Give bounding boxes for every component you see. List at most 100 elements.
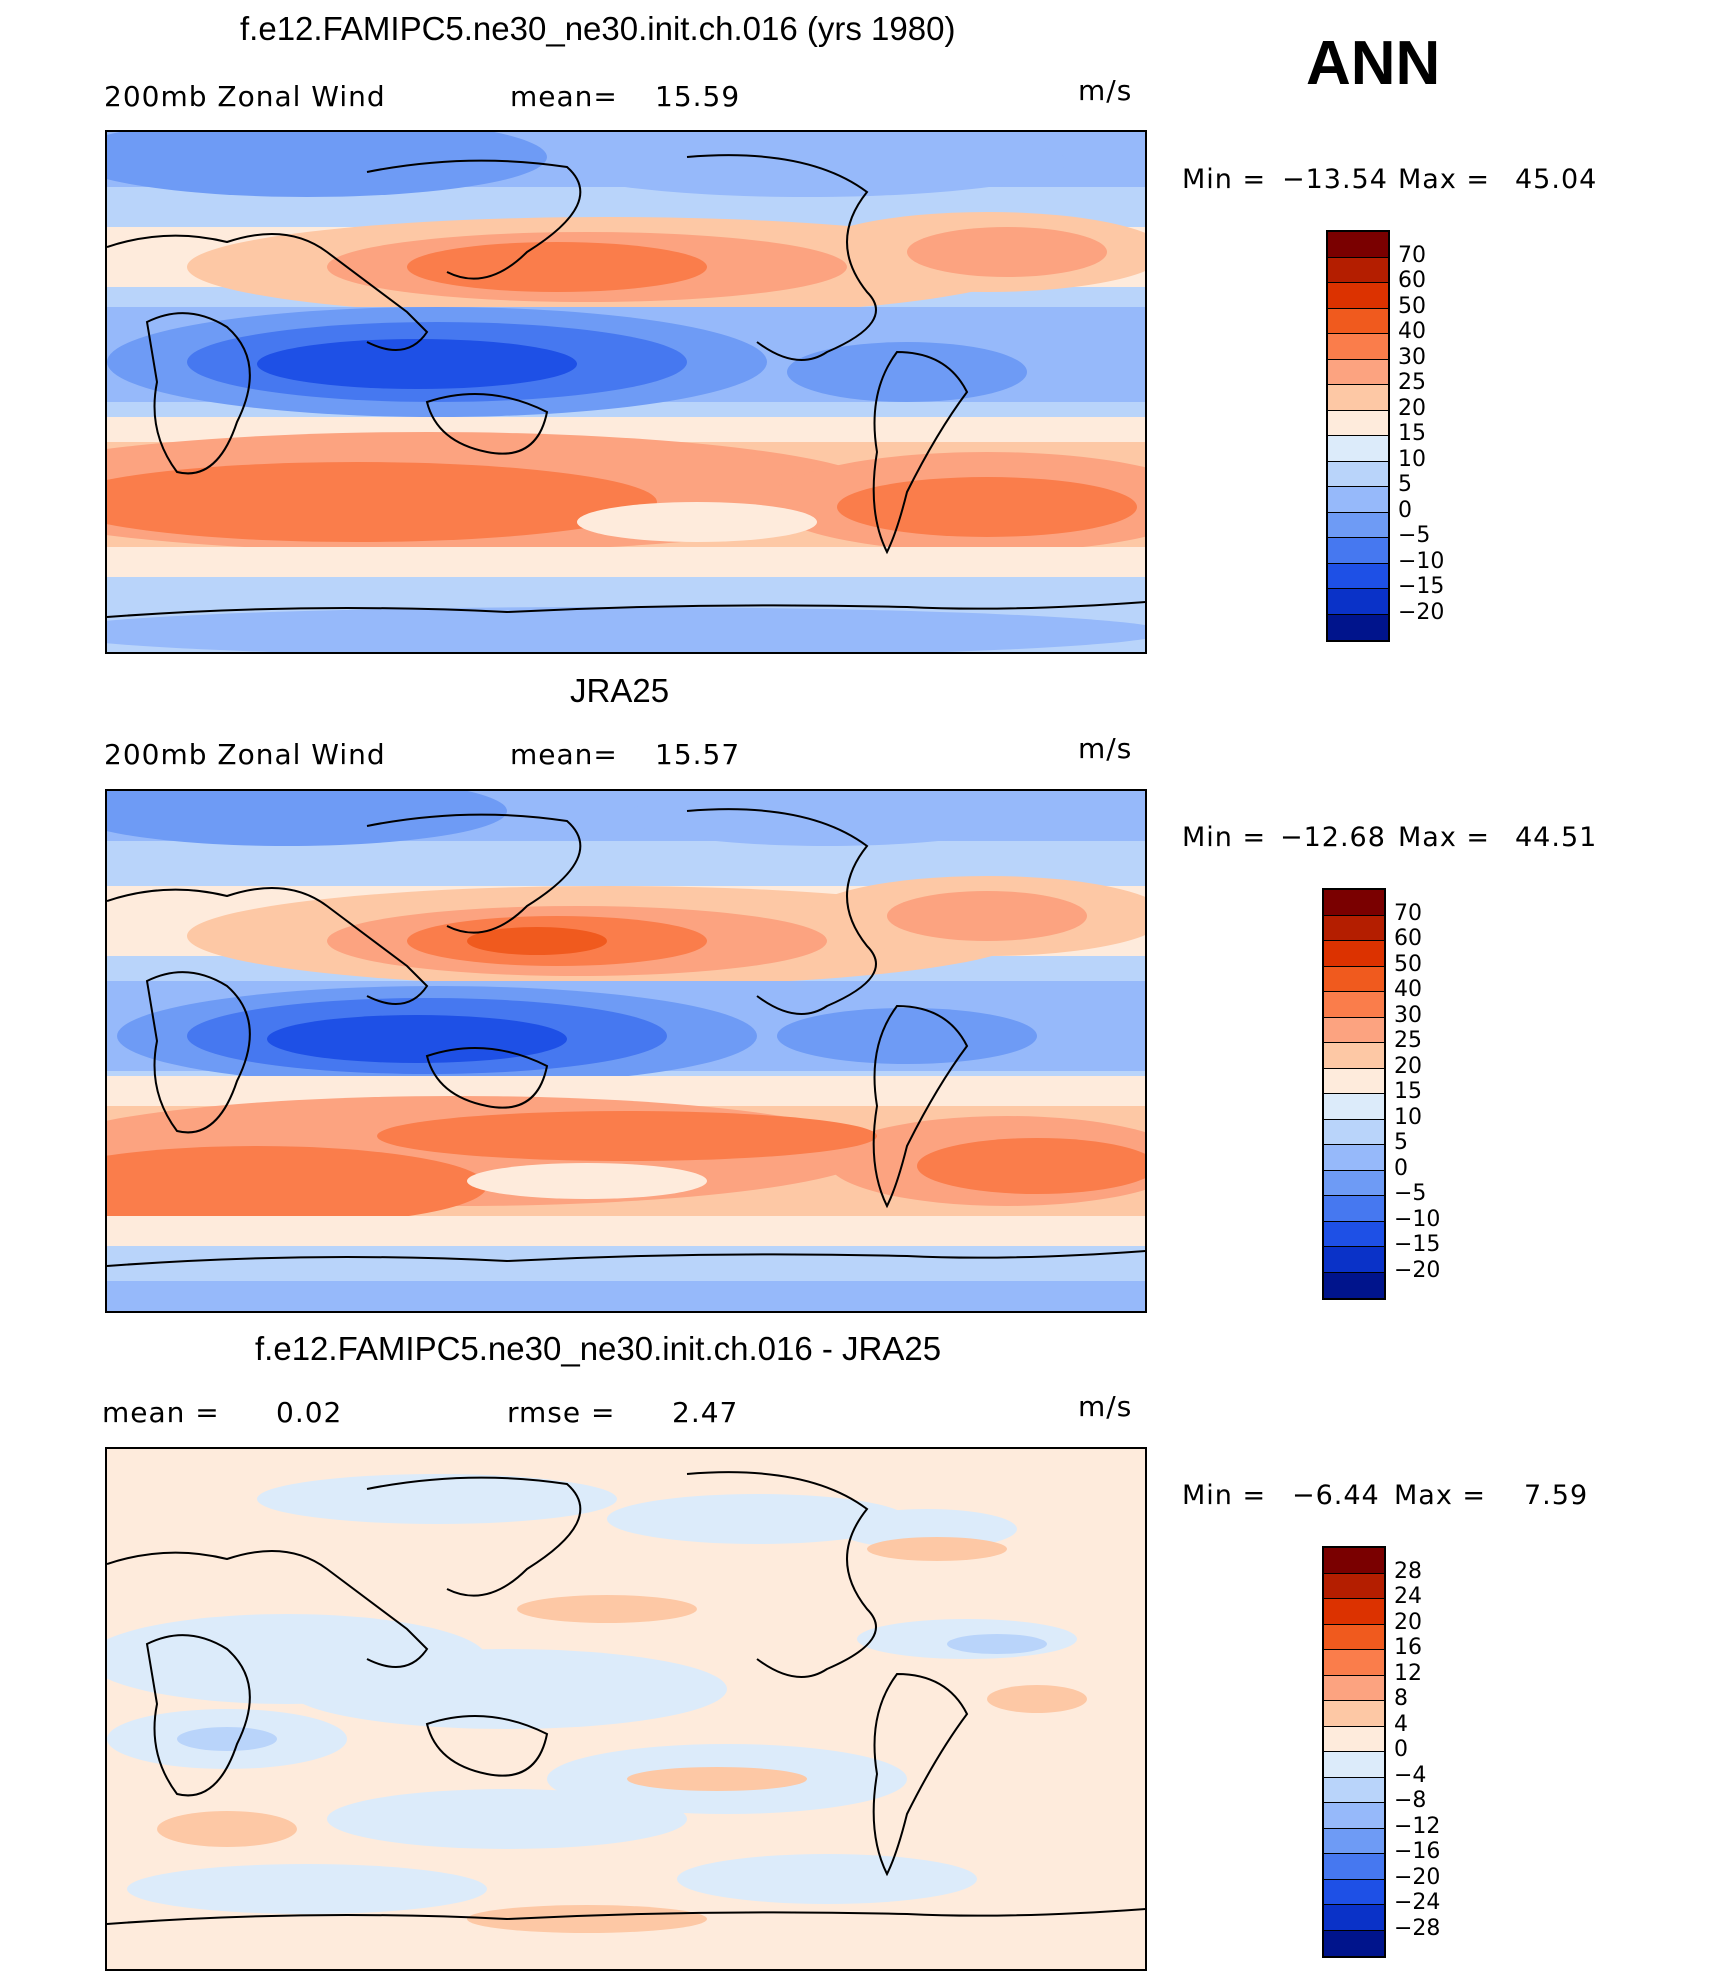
colorbar-swatch — [1324, 992, 1384, 1018]
colorbar-label: −4 — [1394, 1762, 1427, 1788]
colorbar-swatch — [1324, 1599, 1384, 1625]
panel2-coastlines — [107, 808, 1145, 1267]
colorbar-swatch — [1324, 1068, 1384, 1094]
colorbar-label: 12 — [1394, 1660, 1422, 1686]
colorbar-label: 70 — [1398, 242, 1426, 268]
season-title: ANN — [1306, 29, 1441, 98]
colorbar-label: 10 — [1398, 446, 1426, 472]
colorbar-swatch — [1324, 1043, 1384, 1069]
colorbar-label: −12 — [1394, 1813, 1441, 1839]
colorbar-label: 15 — [1394, 1079, 1422, 1104]
colorbar-swatch — [1324, 1905, 1384, 1931]
colorbar-label: 60 — [1398, 268, 1426, 293]
colorbar-label: 8 — [1394, 1686, 1408, 1711]
colorbar-swatch — [1324, 1828, 1384, 1854]
panel2-min-value: −12.68 — [1280, 822, 1386, 853]
colorbar-swatch — [1328, 436, 1388, 462]
colorbar-label: 0 — [1394, 1737, 1408, 1762]
colorbar-swatch — [1324, 1247, 1384, 1273]
colorbar-swatch — [1324, 1854, 1384, 1880]
colorbar-swatch — [1324, 1145, 1384, 1171]
colorbar-swatch — [1328, 308, 1388, 334]
colorbar-swatch — [1328, 512, 1388, 538]
panel2-colorbar — [1322, 888, 1386, 1300]
colorbar-label: −24 — [1394, 1890, 1441, 1915]
panel3-min-label: Min = — [1182, 1480, 1267, 1511]
colorbar-label: −15 — [1394, 1232, 1441, 1257]
colorbar-label: 0 — [1398, 497, 1412, 523]
colorbar-swatch — [1324, 1221, 1384, 1247]
colorbar-swatch — [1328, 461, 1388, 487]
panel2-mean-label: mean= — [510, 738, 618, 771]
colorbar-swatch — [1324, 1094, 1384, 1120]
colorbar-label: 10 — [1394, 1104, 1422, 1130]
colorbar-label: −20 — [1394, 1864, 1441, 1890]
panel2-max-label: Max = — [1398, 822, 1491, 853]
colorbar-label: −20 — [1398, 599, 1445, 625]
colorbar-swatch — [1324, 1752, 1384, 1778]
colorbar-label: −10 — [1394, 1206, 1441, 1232]
colorbar-label: 50 — [1398, 293, 1426, 319]
panel3-map — [105, 1447, 1147, 1971]
panel3-mean-label: mean = — [102, 1396, 220, 1429]
colorbar-swatch — [1328, 385, 1388, 411]
colorbar-swatch — [1328, 563, 1388, 589]
panel1-mean-label: mean= — [510, 80, 618, 113]
colorbar-label: 0 — [1394, 1155, 1408, 1181]
colorbar-swatch — [1324, 1548, 1384, 1574]
colorbar-swatch — [1324, 1573, 1384, 1599]
colorbar-swatch — [1328, 359, 1388, 385]
colorbar-swatch — [1328, 614, 1388, 640]
colorbar-label: 50 — [1394, 951, 1422, 977]
colorbar-swatch — [1328, 410, 1388, 436]
colorbar-swatch — [1324, 915, 1384, 941]
panel1-variable: 200mb Zonal Wind — [104, 80, 386, 113]
colorbar-swatch — [1324, 1803, 1384, 1829]
panel3-rmse-value: 2.47 — [672, 1396, 739, 1429]
panel1-max-label: Max = — [1398, 164, 1491, 195]
colorbar-label: 20 — [1394, 1609, 1422, 1635]
panel2-map — [105, 789, 1147, 1313]
panel1-max-value: 45.04 — [1515, 164, 1598, 195]
colorbar-swatch — [1324, 1119, 1384, 1145]
colorbar-label: 20 — [1398, 395, 1426, 421]
panel1-contour-field — [107, 132, 1145, 652]
panel3-colorbar — [1322, 1546, 1386, 1958]
panel2-min-label: Min = — [1182, 822, 1267, 853]
panel2-mean-value: 15.57 — [655, 738, 741, 771]
colorbar-swatch — [1324, 1170, 1384, 1196]
panel1-units: m/s — [1078, 74, 1133, 107]
panel1-coastlines — [107, 154, 1145, 618]
panel1-min-value: −13.54 — [1282, 164, 1388, 195]
panel1-title: f.e12.FAMIPC5.ne30_ne30.init.ch.016 (yrs… — [240, 10, 956, 47]
colorbar-label: 70 — [1394, 900, 1422, 926]
colorbar-swatch — [1328, 232, 1388, 258]
colorbar-swatch — [1324, 1196, 1384, 1222]
colorbar-swatch — [1324, 1650, 1384, 1676]
colorbar-label: 20 — [1394, 1053, 1422, 1079]
colorbar-swatch — [1324, 1726, 1384, 1752]
colorbar-label: −15 — [1398, 574, 1445, 599]
colorbar-label: 30 — [1398, 344, 1426, 370]
colorbar-label: −5 — [1394, 1181, 1427, 1206]
colorbar-swatch — [1324, 890, 1384, 916]
colorbar-label: 15 — [1398, 421, 1426, 446]
panel3-mean-value: 0.02 — [276, 1396, 343, 1429]
panel3-coastlines — [107, 1471, 1145, 1925]
colorbar-swatch — [1324, 1272, 1384, 1298]
colorbar-swatch — [1324, 1017, 1384, 1043]
colorbar-label: −20 — [1394, 1257, 1441, 1283]
colorbar-swatch — [1328, 487, 1388, 513]
panel3-rmse-label: rmse = — [507, 1396, 616, 1429]
colorbar-label: 5 — [1394, 1130, 1408, 1155]
colorbar-label: 25 — [1394, 1028, 1422, 1053]
panel2-title: JRA25 — [570, 672, 670, 709]
colorbar-swatch — [1324, 1930, 1384, 1956]
panel2-max-value: 44.51 — [1515, 822, 1598, 853]
colorbar-label: 24 — [1394, 1584, 1422, 1609]
panel2-variable: 200mb Zonal Wind — [104, 738, 386, 771]
colorbar-label: −28 — [1394, 1915, 1441, 1941]
panel1-colorbar — [1326, 230, 1390, 642]
colorbar-label: −10 — [1398, 548, 1445, 574]
panel3-title: f.e12.FAMIPC5.ne30_ne30.init.ch.016 - JR… — [255, 1330, 942, 1367]
